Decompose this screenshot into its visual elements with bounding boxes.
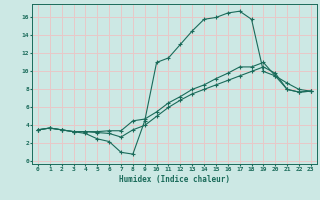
X-axis label: Humidex (Indice chaleur): Humidex (Indice chaleur): [119, 175, 230, 184]
